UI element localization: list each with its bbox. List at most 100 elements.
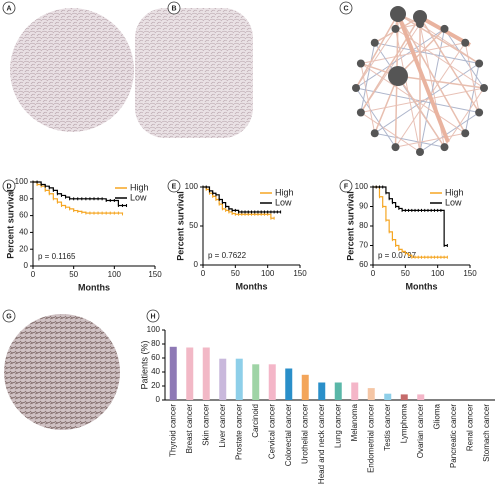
x-tick-label: Breast cancer	[185, 404, 194, 454]
bar	[367, 388, 375, 400]
y-tick-label: 60	[359, 260, 368, 269]
node	[475, 108, 484, 117]
x-tick-label: 0	[31, 270, 36, 279]
panel-badge	[167, 179, 181, 193]
legend-label: High	[445, 187, 464, 197]
annotation: p = 0.7622	[208, 251, 247, 260]
edge	[397, 75, 446, 148]
survival-step	[219, 203, 223, 209]
x-tick-label: Pancreatic cancer	[449, 404, 458, 468]
x-tick-label: 50	[401, 269, 410, 278]
panel-badge	[2, 309, 16, 323]
y-tick-label: 100	[185, 182, 199, 191]
panel-label: G	[6, 313, 12, 320]
y-tick-label: 60	[19, 211, 28, 220]
y-tick-label: 0	[156, 395, 161, 404]
annotation: p = 0.0797	[378, 251, 417, 260]
survival-step	[382, 205, 387, 221]
survival-step	[45, 185, 50, 188]
survival-step	[41, 185, 46, 191]
bar	[351, 382, 359, 400]
edge	[360, 87, 485, 113]
panel-label: H	[150, 313, 155, 320]
node	[461, 38, 470, 47]
node	[480, 84, 488, 92]
edge	[464, 42, 480, 113]
survival-step	[53, 198, 58, 203]
edge	[444, 28, 485, 89]
y-tick-label: 0	[24, 261, 29, 270]
edge	[419, 16, 480, 113]
x-tick-label: Thyroid cancer	[168, 404, 177, 457]
survival-step	[382, 186, 387, 193]
hub-node	[388, 66, 408, 86]
x-tick-label: 50	[69, 270, 78, 279]
bar	[384, 393, 392, 400]
edge	[374, 42, 480, 64]
bar	[285, 368, 293, 400]
edge	[396, 13, 450, 143]
bar	[202, 347, 210, 400]
x-tick-label: Renal cancer	[465, 404, 474, 451]
survival-step	[65, 196, 71, 199]
y-tick-label: 80	[19, 194, 28, 203]
survival-step	[392, 239, 397, 246]
y-tick-label: 80	[359, 221, 368, 230]
survival-step	[37, 183, 42, 187]
node	[461, 129, 470, 138]
y-axis-label: Percent survival	[175, 191, 185, 261]
edge	[360, 112, 421, 153]
survival-step	[49, 193, 54, 199]
bar	[334, 382, 342, 400]
survival-step	[77, 210, 83, 213]
hub-node	[413, 10, 427, 24]
x-tick-label: Cervical cancer	[267, 404, 276, 459]
bar	[400, 394, 408, 400]
node	[356, 59, 365, 68]
x-tick-label: Endometrial cancer	[366, 404, 375, 473]
x-axis-label: Months	[236, 281, 268, 291]
node	[440, 24, 449, 33]
panel-badge	[339, 1, 353, 15]
y-tick-label: 40	[19, 228, 28, 237]
y-tick-label: 50	[189, 221, 198, 230]
x-tick-label: 50	[231, 269, 240, 278]
y-tick-label: 60	[151, 353, 160, 362]
node	[475, 59, 484, 68]
x-tick-label: Prostate cancer	[234, 404, 243, 460]
edge	[395, 132, 466, 148]
legend-label: Low	[275, 197, 292, 207]
panel-label: D	[6, 183, 11, 190]
legend-label: High	[130, 182, 149, 192]
bar	[252, 364, 260, 400]
y-axis-label: Percent survival	[345, 191, 355, 261]
node	[352, 84, 360, 92]
survival-step	[440, 209, 445, 246]
edge	[374, 132, 445, 148]
survival-step	[57, 193, 63, 196]
y-tick-label: 0	[194, 260, 199, 269]
panel-label: B	[171, 5, 176, 12]
x-tick-label: Lymphoma	[399, 403, 408, 443]
legend-label: High	[275, 187, 294, 197]
x-tick-label: 100	[431, 269, 445, 278]
panel-badge	[2, 179, 16, 193]
x-tick-label: Liver cancer	[218, 404, 227, 448]
edge	[395, 28, 485, 89]
edge	[355, 28, 445, 89]
y-tick-label: 20	[19, 244, 28, 253]
edge	[397, 75, 485, 89]
legend-label: Low	[445, 197, 462, 207]
y-tick-label: 90	[359, 202, 368, 211]
node	[356, 108, 365, 117]
edge	[464, 63, 480, 134]
y-tick-label: 100	[355, 182, 369, 191]
node	[370, 129, 379, 138]
edge	[355, 28, 396, 89]
x-tick-label: Colorectal cancer	[284, 404, 293, 467]
y-tick-label: 70	[359, 241, 368, 250]
y-tick-label: 100	[147, 325, 161, 334]
x-tick-label: Ovarian cancer	[416, 404, 425, 459]
tissue-image	[10, 8, 134, 132]
